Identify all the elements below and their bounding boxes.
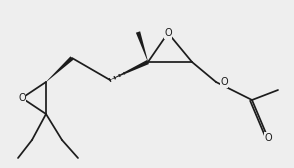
Polygon shape (46, 56, 74, 82)
Text: O: O (264, 133, 272, 143)
Polygon shape (136, 31, 148, 62)
Text: O: O (18, 93, 26, 103)
Text: O: O (220, 77, 228, 87)
Text: O: O (164, 28, 172, 38)
Polygon shape (110, 60, 149, 80)
